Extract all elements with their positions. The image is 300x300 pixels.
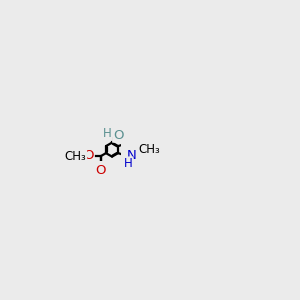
Text: H: H [103,127,112,140]
Text: H: H [124,157,133,170]
Text: O: O [95,164,106,176]
Text: O: O [84,149,94,162]
Text: CH₃: CH₃ [138,143,160,156]
Text: N: N [127,149,136,162]
Text: O: O [113,129,123,142]
Text: CH₃: CH₃ [65,150,86,163]
